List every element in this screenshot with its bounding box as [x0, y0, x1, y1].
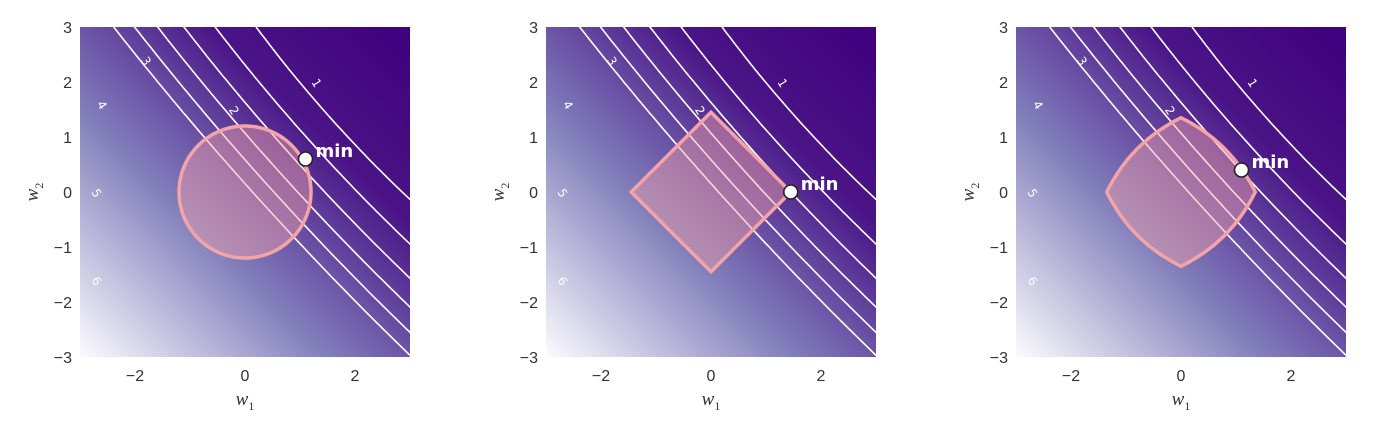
- y-tick-label: −3: [520, 350, 538, 367]
- contour-line-6: [1048, 27, 1346, 357]
- y-tick-label: 2: [63, 75, 72, 92]
- y-axis-label: w2: [488, 183, 512, 202]
- x-tick-label: 0: [241, 368, 250, 385]
- y-tick-label: 0: [63, 185, 72, 202]
- min-point: [782, 184, 799, 200]
- y-tick-label: −1: [54, 240, 72, 257]
- y-tick-label: 2: [529, 75, 538, 92]
- min-label: min: [316, 141, 354, 162]
- contour-line-4: [622, 27, 876, 309]
- contour-line-5: [133, 27, 410, 334]
- y-tick-label: −2: [54, 295, 72, 312]
- y-tick-label: −2: [520, 295, 538, 312]
- x-tick-label: −2: [1062, 368, 1080, 385]
- y-tick-label: 1: [63, 130, 72, 147]
- y-tick-label: 3: [529, 20, 538, 37]
- x-tick-label: 0: [707, 368, 716, 385]
- loss-heatmap: [1016, 27, 1346, 357]
- contour-line-4: [156, 27, 410, 309]
- contour-line-1: [721, 27, 876, 201]
- contour-line-6: [578, 27, 876, 357]
- loss-heatmap: [80, 27, 410, 357]
- contour-line-1: [1191, 27, 1346, 201]
- contour-line-2: [680, 27, 876, 246]
- loss-heatmap: [546, 27, 876, 357]
- y-tick-label: 0: [529, 185, 538, 202]
- y-tick-label: −3: [54, 350, 72, 367]
- constraint-region: [177, 124, 313, 260]
- y-axis-label: w2: [22, 183, 46, 202]
- x-axis-label: w1: [236, 389, 255, 413]
- contour-line-1: [255, 27, 410, 201]
- x-tick-label: 2: [1287, 368, 1296, 385]
- y-tick-label: 1: [999, 130, 1008, 147]
- constraint-region: [628, 109, 794, 275]
- y-tick-label: 3: [63, 20, 72, 37]
- x-axis-label: w1: [702, 389, 721, 413]
- contour-line-2: [1150, 27, 1346, 246]
- y-tick-label: −2: [990, 295, 1008, 312]
- contour-line-5: [1069, 27, 1346, 334]
- y-axis-label: w2: [958, 183, 982, 202]
- min-point: [1233, 162, 1250, 178]
- x-axis-label: w1: [1172, 389, 1191, 413]
- y-tick-label: 0: [999, 185, 1008, 202]
- x-tick-label: 2: [817, 368, 826, 385]
- min-label: min: [1252, 152, 1290, 173]
- min-label: min: [801, 174, 839, 195]
- x-tick-label: 2: [351, 368, 360, 385]
- contour-line-6: [112, 27, 410, 357]
- x-tick-label: −2: [126, 368, 144, 385]
- constraint-region: [1104, 115, 1258, 269]
- y-tick-label: −1: [520, 240, 538, 257]
- contour-line-3: [182, 27, 410, 280]
- y-tick-label: 1: [529, 130, 538, 147]
- y-tick-label: −3: [990, 350, 1008, 367]
- y-tick-label: 3: [999, 20, 1008, 37]
- contour-line-2: [214, 27, 410, 246]
- x-tick-label: −2: [592, 368, 610, 385]
- y-tick-label: −1: [990, 240, 1008, 257]
- x-tick-label: 0: [1177, 368, 1186, 385]
- contour-line-4: [1092, 27, 1346, 309]
- y-tick-label: 2: [999, 75, 1008, 92]
- contour-line-5: [599, 27, 876, 334]
- min-point: [297, 151, 314, 167]
